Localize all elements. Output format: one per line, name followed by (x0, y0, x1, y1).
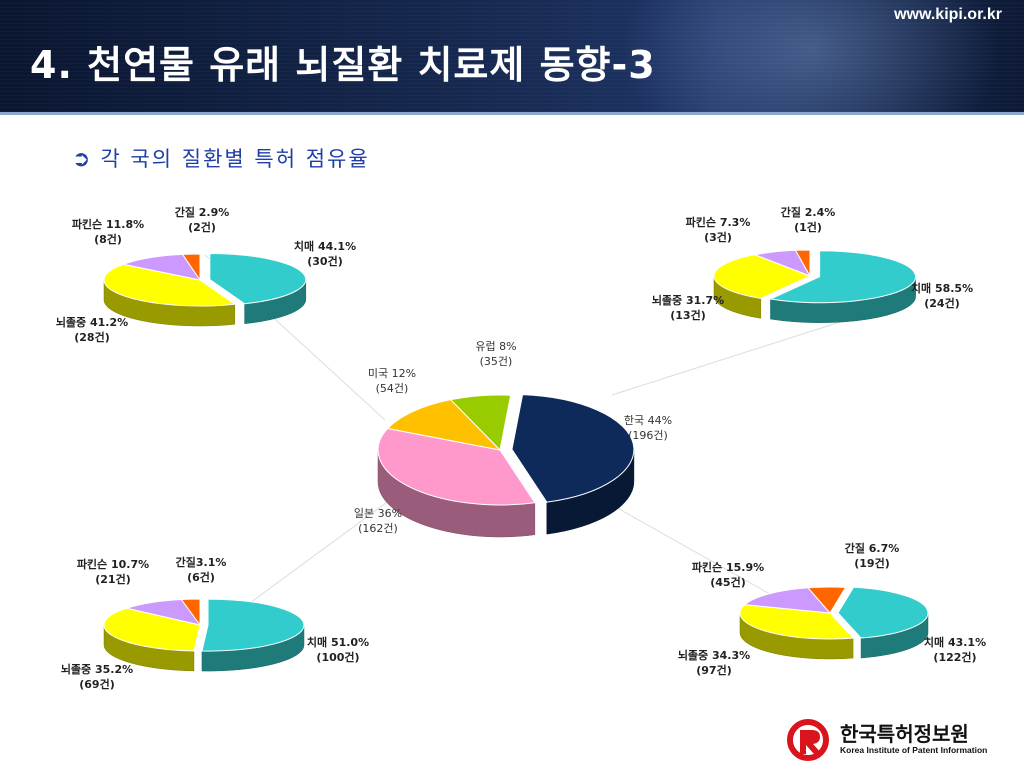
pie-slice (209, 253, 307, 305)
slice-count-label: (97건) (696, 663, 731, 677)
slice-label: 치매 44.1% (294, 239, 356, 253)
pie-slice (181, 253, 201, 282)
slice-count-label: (24건) (924, 296, 959, 310)
slice-count-label: (21건) (95, 572, 130, 586)
section-heading: ➲ 각 국의 질환별 특허 점유율 (72, 143, 370, 173)
pie-slice (201, 598, 305, 652)
pie-chart-bottom-left: 치매 51.0%(100건) 뇌졸중 35.2%(69건) 파킨슨 10.7%(21… (61, 555, 369, 691)
slice-label: 일본 36% (354, 506, 402, 520)
slice-label: 파킨슨 15.9% (692, 560, 764, 574)
slice-count-label: (8건) (94, 232, 122, 246)
logo-name-english: Korea Institute of Patent Information (840, 745, 988, 755)
slice-label: 치매 51.0% (307, 635, 369, 649)
slice-count-label: (196건) (628, 429, 668, 442)
title-banner: www.kipi.or.kr 4. 천연물 유래 뇌질환 치료제 동향-3 (0, 0, 1024, 115)
pie-slice (121, 253, 202, 281)
banner-glow (620, 0, 1000, 112)
pie-chart-top-right: 치매 58.5%(24건) 뇌졸중 31.7%(13건) 파킨슨 7.3%(3건) 간… (652, 205, 973, 323)
pie-chart-bottom-right: 치매 43.1%(122건) 뇌졸중 34.3%(97건) 파킨슨 15.9%(45… (678, 541, 986, 677)
pie-slice (794, 249, 811, 278)
pie-slice (103, 607, 201, 652)
slice-label: 뇌졸중 31.7% (652, 293, 724, 307)
slice-label: 유럽 8% (475, 339, 516, 353)
pie-slice (739, 604, 855, 640)
pie-slice (768, 250, 917, 304)
slice-label: 한국 44% (624, 414, 672, 427)
slice-label: 뇌졸중 41.2% (56, 315, 128, 329)
kipi-logo-icon (787, 719, 829, 761)
pie-slice (103, 263, 237, 307)
slice-count-label: (100건) (316, 650, 359, 664)
pie-slice (837, 586, 929, 639)
slice-count-label: (28건) (74, 330, 109, 344)
slice-count-label: (13건) (670, 308, 705, 322)
pie-slice (377, 427, 536, 506)
pie-slice (743, 587, 832, 614)
slice-label: 간질 2.9% (175, 205, 230, 219)
arrow-bullet-icon: ➲ (72, 147, 93, 172)
slice-count-label: (69건) (79, 677, 114, 691)
slice-label: 간질 2.4% (781, 205, 836, 219)
slice-count-label: (162건) (358, 522, 398, 535)
slice-label: 뇌졸중 34.3% (678, 648, 750, 662)
slice-label: 간질3.1% (176, 555, 227, 569)
pie-slice (713, 254, 812, 299)
slice-count-label: (122건) (933, 650, 976, 664)
logo-name-korean: 한국특허정보원 (840, 722, 969, 746)
slice-count-label: (1건) (794, 220, 822, 234)
pie-chart-center: 한국 44% (196건) 일본 36% (162건) 미국 12% (54건) 유럽 8%… (354, 339, 672, 538)
pie-slice (386, 399, 502, 451)
pie-slice (511, 394, 635, 503)
slice-label: 간질 6.7% (845, 541, 900, 555)
slice-count-label: (30건) (307, 254, 342, 268)
pie-slice (180, 598, 201, 627)
slice-label: 치매 43.1% (924, 635, 986, 649)
slice-label: 치매 58.5% (911, 281, 973, 295)
section-heading-text: 각 국의 질환별 특허 점유율 (100, 147, 370, 171)
connector-line (611, 321, 841, 396)
pie-slice (449, 394, 512, 452)
slice-label: 파킨슨 10.7% (77, 557, 149, 571)
page-title: 4. 천연물 유래 뇌질환 치료제 동향-3 (30, 43, 656, 87)
slice-count-label: (3건) (704, 230, 732, 244)
slice-label: 파킨슨 11.8% (72, 217, 144, 231)
kipi-logo: 한국특허정보원 Korea Institute of Patent Inform… (786, 716, 1006, 762)
site-url[interactable]: www.kipi.or.kr (894, 6, 1002, 23)
slice-count-label: (6건) (187, 570, 215, 584)
slice-label: 뇌졸중 35.2% (61, 662, 133, 676)
slice-count-label: (2건) (188, 220, 216, 234)
pie-chart-top-left: 치매 44.1%(30건) 뇌졸중 41.2%(28건) 파킨슨 11.8%(8건)… (56, 205, 356, 344)
pie-slice (807, 586, 847, 614)
slice-count-label: (54건) (376, 382, 409, 395)
slice-count-label: (35건) (480, 355, 513, 368)
slice-count-label: (19건) (854, 556, 889, 570)
slice-label: 파킨슨 7.3% (686, 215, 751, 229)
slice-label: 미국 12% (368, 367, 416, 380)
banner-texture (0, 0, 1024, 112)
slice-count-label: (45건) (710, 575, 745, 589)
